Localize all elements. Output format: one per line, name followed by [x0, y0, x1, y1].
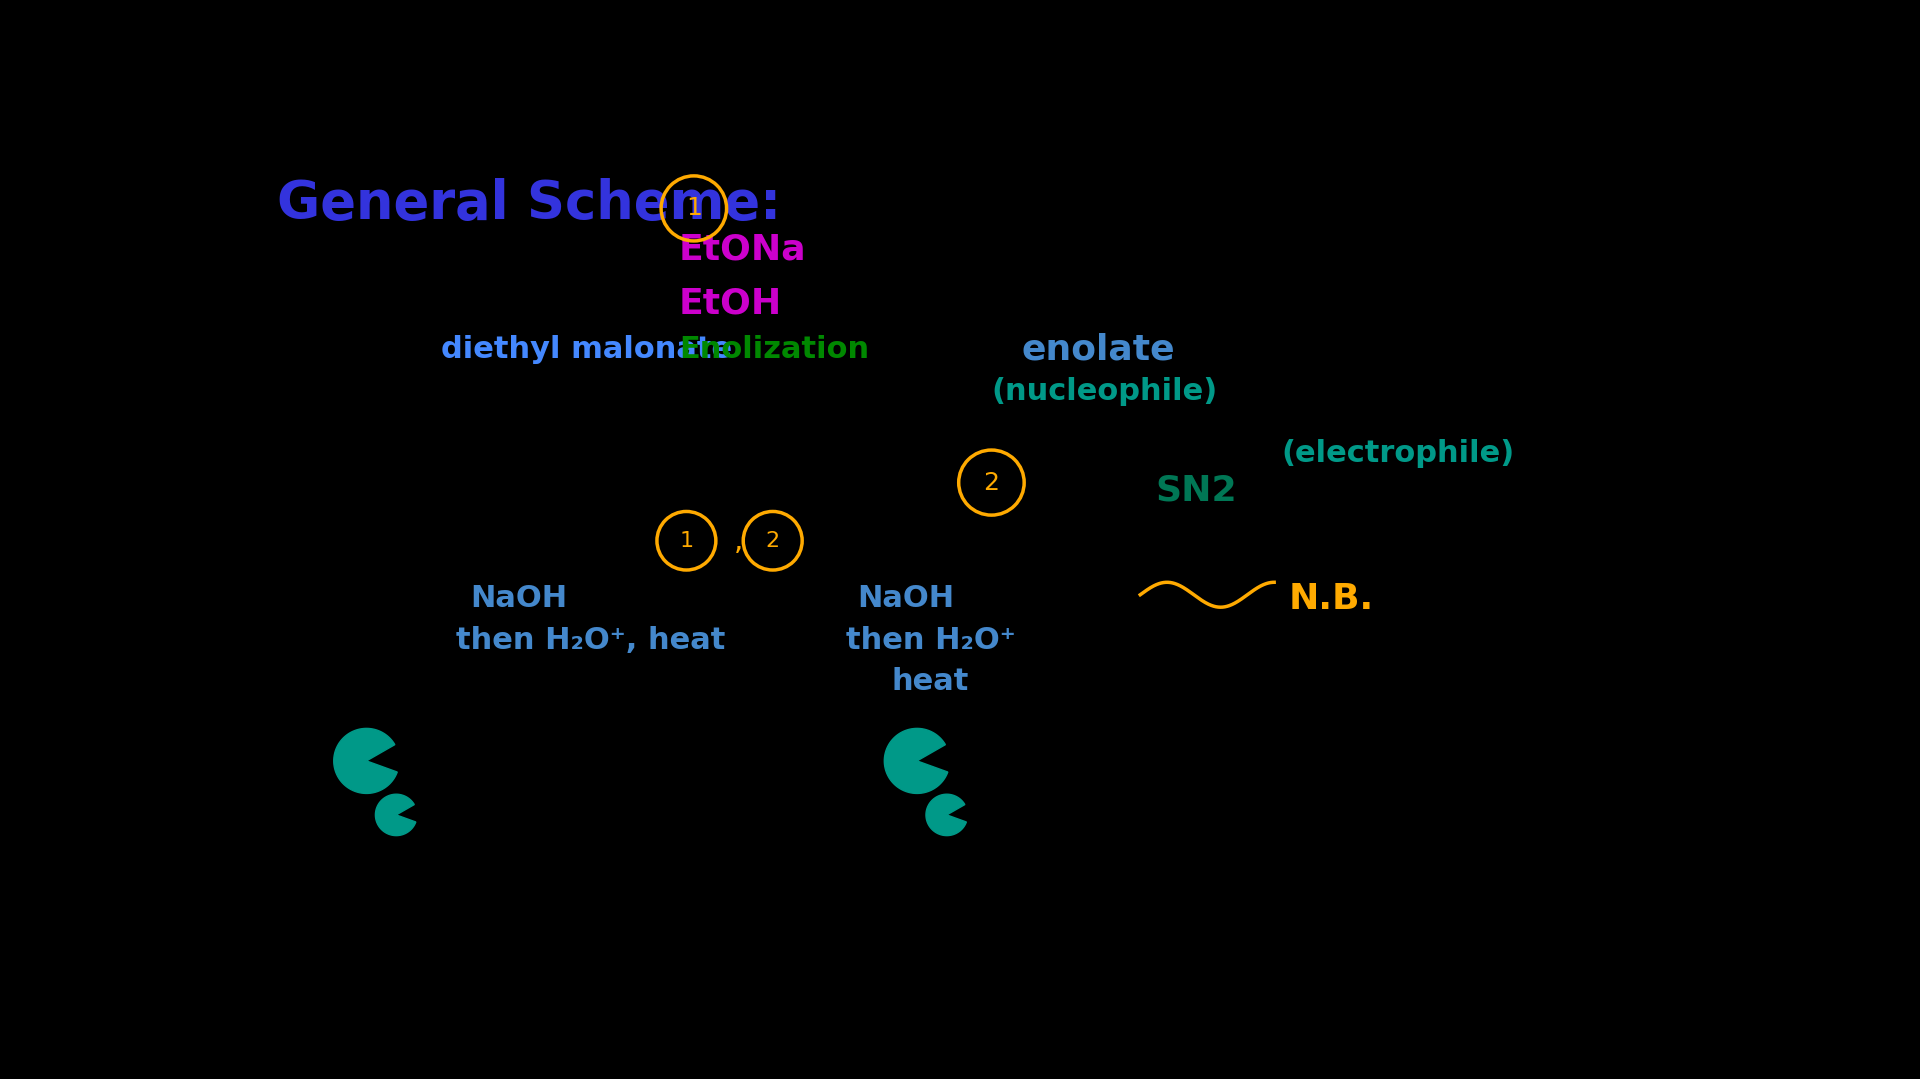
Text: 1: 1 [685, 196, 703, 220]
Text: N.B.: N.B. [1288, 582, 1375, 616]
Text: (electrophile): (electrophile) [1283, 439, 1515, 468]
Text: heat: heat [891, 668, 970, 696]
Text: General Scheme:: General Scheme: [276, 178, 781, 230]
Text: (nucleophile): (nucleophile) [991, 377, 1217, 406]
Text: NaOH: NaOH [858, 585, 954, 613]
Text: 2: 2 [766, 531, 780, 550]
Text: Enolization: Enolization [680, 336, 870, 364]
Text: then H₂O⁺: then H₂O⁺ [845, 626, 1016, 655]
Polygon shape [885, 728, 948, 793]
Polygon shape [376, 794, 417, 835]
Text: ,: , [724, 527, 743, 556]
Text: diethyl malonate: diethyl malonate [442, 336, 732, 364]
Polygon shape [334, 728, 397, 793]
Text: 1: 1 [680, 531, 693, 550]
Text: enolate: enolate [1021, 332, 1175, 367]
Text: EtONa: EtONa [680, 233, 806, 267]
Text: NaOH: NaOH [470, 585, 568, 613]
Text: 2: 2 [983, 470, 1000, 494]
Text: then H₂O⁺, heat: then H₂O⁺, heat [455, 626, 726, 655]
Text: EtOH: EtOH [680, 287, 781, 320]
Polygon shape [925, 794, 966, 835]
Text: SN2: SN2 [1156, 474, 1236, 508]
